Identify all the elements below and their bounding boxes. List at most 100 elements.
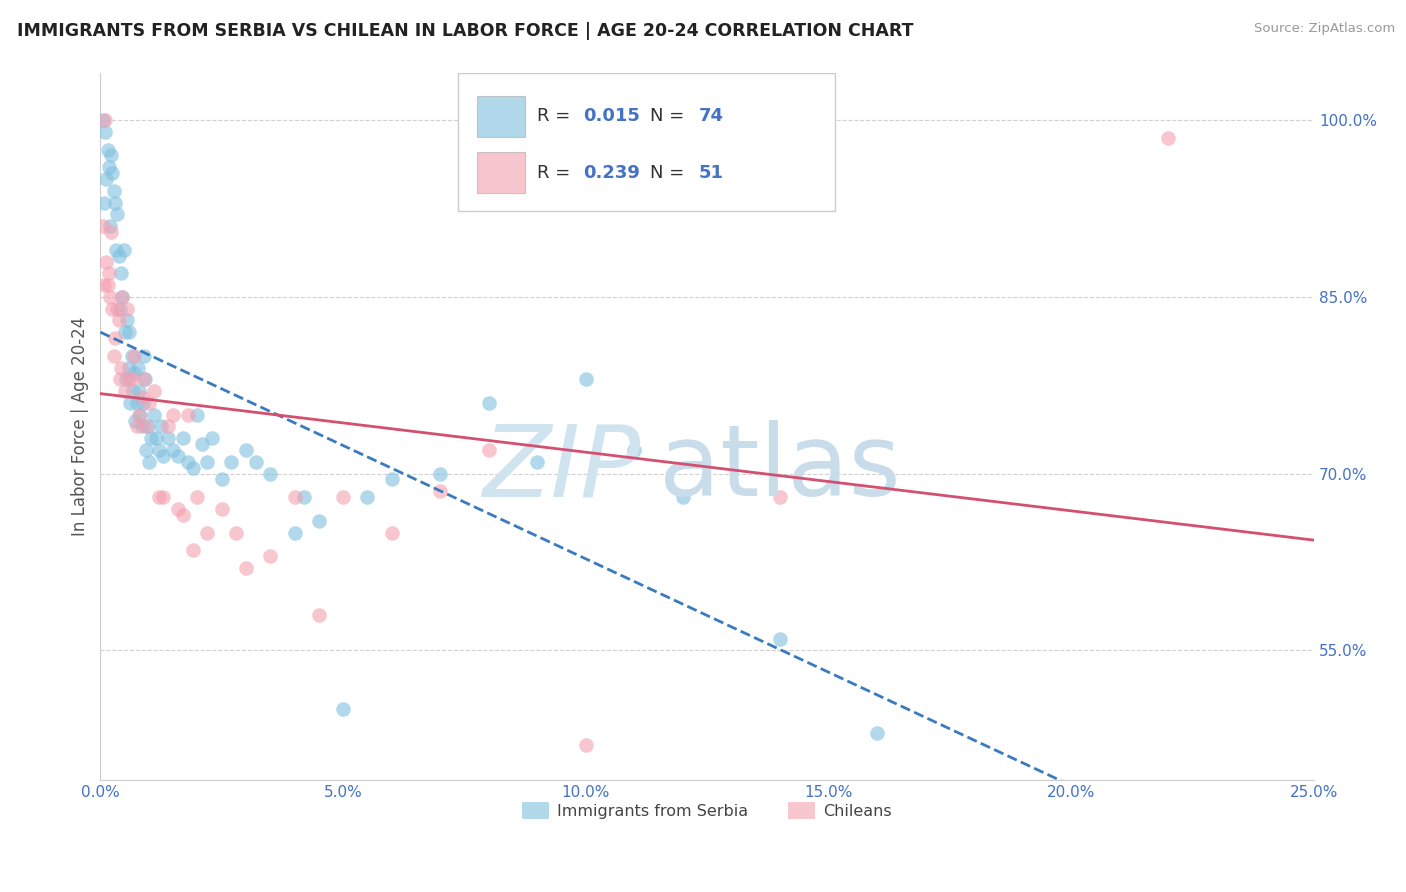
Point [245,455,267,469]
Point [142,408,165,422]
Point [114,372,136,386]
Point [111,290,134,304]
Point [124,349,146,363]
Point [177,408,200,422]
Point [125,419,148,434]
Point [108,372,131,386]
Text: N =: N = [650,107,690,125]
Point [283,490,305,504]
Point [121,372,143,386]
Text: R =: R = [537,107,576,125]
Point [131,390,153,404]
Point [283,525,305,540]
Point [478,396,501,410]
Point [117,360,139,375]
Point [526,455,548,469]
Point [104,195,127,210]
Point [121,349,143,363]
Text: Source: ZipAtlas.com: Source: ZipAtlas.com [1254,22,1395,36]
Point [181,543,204,558]
Point [107,249,129,263]
Point [429,484,451,499]
Point [112,243,135,257]
Point [141,431,163,445]
Point [129,408,152,422]
Point [167,502,190,516]
Point [575,372,598,386]
Point [162,443,184,458]
Text: ZIP: ZIP [482,420,641,517]
Point [177,455,200,469]
Point [124,413,146,427]
Point [308,607,330,622]
Point [93,195,115,210]
Point [103,184,125,198]
Text: 0.239: 0.239 [583,163,640,182]
Bar [477,95,526,136]
Point [478,443,501,458]
Point [100,148,122,162]
Point [181,460,204,475]
Point [191,437,214,451]
Text: 74: 74 [699,107,724,125]
Point [108,301,131,316]
Point [124,367,146,381]
Point [104,331,127,345]
Point [96,254,118,268]
Point [172,431,194,445]
Point [98,266,121,280]
Text: N =: N = [650,163,690,182]
Point [221,455,243,469]
Point [132,396,155,410]
Point [136,419,159,434]
Point [186,490,208,504]
Point [134,372,156,386]
Point [94,113,117,128]
Point [225,525,247,540]
Point [381,525,404,540]
Point [308,514,330,528]
Point [122,384,145,398]
Point [195,455,218,469]
Point [132,349,155,363]
Text: R =: R = [537,163,576,182]
Point [332,490,354,504]
Point [259,549,281,563]
Bar [477,153,526,194]
Point [167,449,190,463]
Point [115,313,138,327]
Point [118,372,141,386]
Point [110,266,132,280]
Point [111,290,134,304]
Point [162,408,184,422]
Point [157,419,180,434]
Point [145,431,167,445]
Point [235,561,257,575]
Point [172,508,194,522]
Point [152,449,174,463]
Legend: Immigrants from Serbia, Chileans: Immigrants from Serbia, Chileans [516,796,898,825]
Point [98,290,121,304]
Point [201,431,224,445]
Point [672,490,695,504]
Point [138,455,160,469]
Point [104,243,127,257]
Point [381,473,404,487]
Text: IMMIGRANTS FROM SERBIA VS CHILEAN IN LABOR FORCE | AGE 20-24 CORRELATION CHART: IMMIGRANTS FROM SERBIA VS CHILEAN IN LAB… [17,22,914,40]
Point [101,166,124,180]
Y-axis label: In Labor Force | Age 20-24: In Labor Force | Age 20-24 [72,317,89,536]
Point [769,490,792,504]
Point [91,113,114,128]
Point [429,467,451,481]
Point [866,726,889,740]
Point [135,419,157,434]
Point [128,384,150,398]
Point [110,360,132,375]
Point [235,443,257,458]
Point [91,219,114,234]
Point [98,160,121,174]
Point [211,502,233,516]
Point [356,490,378,504]
Point [150,419,173,434]
Point [118,325,141,339]
